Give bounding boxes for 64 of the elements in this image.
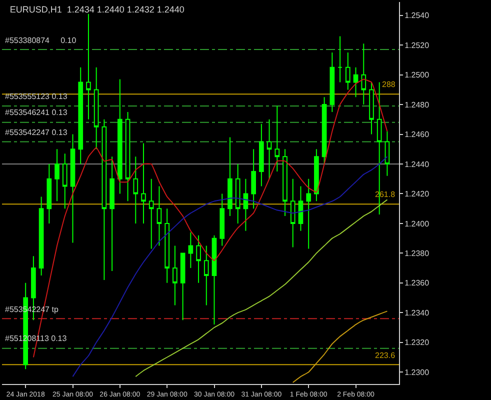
candlestick — [78, 66, 84, 165]
candlestick — [384, 130, 390, 176]
y-tick-label: 1.2400 — [404, 219, 430, 228]
candlestick — [220, 193, 225, 246]
y-tick-label: 1.2480 — [404, 100, 430, 110]
annotation: #553546241 0.13 — [5, 108, 68, 117]
candlestick — [204, 245, 209, 306]
candlestick — [306, 178, 312, 250]
candlestick — [117, 78, 122, 194]
y-tick-label: 1.2340 — [404, 308, 430, 318]
y-tick-label: 1.2380 — [404, 249, 430, 258]
annotation: 288 — [382, 80, 396, 89]
annotation: #553380874 0.10 — [5, 36, 77, 45]
annotation: #553555123 0.13 — [5, 92, 68, 101]
candlestick — [94, 66, 99, 150]
candlestick — [102, 118, 107, 280]
candlestick — [70, 134, 76, 244]
candlestick — [172, 245, 178, 306]
y-tick-label: 1.2420 — [404, 190, 430, 199]
candlestick — [369, 82, 374, 135]
candlestick — [314, 148, 319, 202]
candlestick — [243, 178, 248, 232]
candlestick — [38, 196, 44, 276]
candlestick — [133, 156, 138, 224]
candlestick — [125, 111, 130, 202]
candlestick — [148, 178, 154, 250]
candlestick — [46, 164, 52, 224]
candlestick — [156, 186, 162, 246]
y-tick-label: 1.2360 — [404, 278, 430, 288]
candlestick — [345, 52, 350, 90]
candlestick — [259, 123, 264, 187]
candlestick — [180, 252, 186, 321]
candlestick — [164, 208, 170, 284]
y-tick-label: 1.2300 — [404, 368, 430, 377]
annotation: #553542247 0.13 — [5, 128, 68, 137]
y-tick-label: 1.2500 — [404, 70, 430, 80]
candlestick — [196, 234, 201, 284]
candlestick — [290, 178, 296, 248]
candlestick — [282, 148, 288, 217]
candlestick — [54, 148, 60, 202]
candlestick — [330, 52, 335, 112]
y-tick-label: 1.2320 — [404, 338, 430, 348]
candlestick — [86, 13, 91, 120]
candlestick — [235, 164, 240, 224]
y-tick-label: 1.2440 — [404, 160, 430, 169]
candlestick — [141, 142, 146, 224]
candlestick — [266, 118, 272, 180]
chart-title: EURUSD,H1 1.2434 1.2440 1.2432 1.2440 — [10, 4, 184, 14]
candlestick — [228, 136, 232, 217]
candlestick — [188, 232, 194, 269]
y-tick-label: 1.2460 — [404, 130, 430, 140]
candlestick — [251, 148, 256, 210]
candlestick — [361, 43, 366, 106]
y-tick-label: 1.2540 — [404, 11, 430, 20]
candlestick — [212, 234, 217, 326]
candlestick — [353, 66, 358, 98]
candlestick — [62, 153, 68, 210]
y-tick-label: 1.2520 — [404, 40, 430, 50]
candlestick — [338, 36, 342, 83]
candlestick — [274, 106, 280, 172]
annotation: 223.6 — [375, 351, 396, 360]
candlestick — [110, 156, 114, 272]
candlestick — [298, 186, 304, 232]
candlestick — [322, 96, 327, 165]
